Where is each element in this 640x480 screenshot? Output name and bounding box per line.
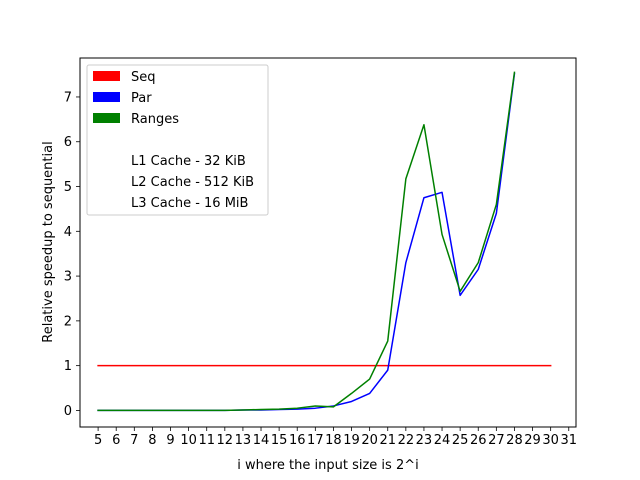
series-line-ranges	[97, 71, 516, 412]
x-tick-label: 5	[94, 433, 102, 448]
legend-swatch-seq	[93, 71, 120, 81]
x-tick-label: 13	[235, 433, 252, 448]
x-tick-label: 15	[271, 433, 288, 448]
x-tick-label: 30	[542, 433, 559, 448]
y-tick-label: 7	[64, 90, 72, 105]
x-tick-label: 16	[289, 433, 306, 448]
legend-box	[86, 64, 269, 216]
y-tick-label: 2	[64, 314, 72, 329]
x-tick-label: 9	[166, 433, 174, 448]
y-tick-label: 3	[64, 270, 72, 285]
x-tick-label: 26	[470, 433, 487, 448]
x-axis-title: i where the input size is 2^i	[237, 458, 418, 473]
x-axis: 5 6 7 8 9 10 11 12 13 14 15 16 17 18 19 20 21 22 23 24 25 26 2…	[94, 427, 577, 448]
legend-swatch-ranges	[93, 113, 120, 123]
x-tick-label: 23	[416, 433, 433, 448]
x-tick-label: 29	[524, 433, 541, 448]
y-tick-label: 5	[64, 180, 72, 195]
x-tick-label: 21	[379, 433, 396, 448]
y-tick-label: 0	[64, 404, 72, 419]
legend-note-l1: L1 Cache - 32 KiB	[131, 154, 246, 169]
legend-label-seq: Seq	[131, 70, 156, 85]
plot-frame	[79, 57, 577, 428]
x-tick-label: 31	[560, 433, 577, 448]
legend-swatch-par	[93, 92, 120, 102]
x-tick-label: 22	[398, 433, 415, 448]
x-tick-label: 14	[253, 433, 270, 448]
x-tick-label: 6	[112, 433, 120, 448]
x-tick-label: 18	[325, 433, 342, 448]
x-tick-label: 10	[180, 433, 197, 448]
x-tick-label: 8	[148, 433, 156, 448]
legend: Seq Par Ranges L1 Cache - 32 KiB L2 Cach…	[86, 64, 269, 216]
x-tick-label: 19	[343, 433, 360, 448]
legend-label-par: Par	[131, 91, 152, 106]
x-tick-label: 7	[130, 433, 138, 448]
legend-note-l2: L2 Cache - 512 KiB	[131, 175, 254, 190]
x-tick-label: 25	[452, 433, 469, 448]
series-layer	[97, 71, 552, 412]
y-tick-label: 6	[64, 135, 72, 150]
x-tick-label: 11	[198, 433, 215, 448]
x-tick-label: 28	[506, 433, 523, 448]
x-tick-label: 27	[488, 433, 505, 448]
y-tick-label: 1	[64, 359, 72, 374]
y-axis: 0 1 2 3 4 5 6 7	[64, 90, 80, 419]
x-tick-label: 12	[217, 433, 234, 448]
x-tick-label: 17	[307, 433, 324, 448]
x-tick-label: 24	[434, 433, 451, 448]
legend-note-l3: L3 Cache - 16 MiB	[131, 196, 248, 211]
y-axis-title: Relative speedup to sequential	[41, 141, 56, 342]
legend-label-ranges: Ranges	[131, 112, 179, 127]
y-tick-label: 4	[64, 225, 72, 240]
x-tick-label: 20	[361, 433, 378, 448]
